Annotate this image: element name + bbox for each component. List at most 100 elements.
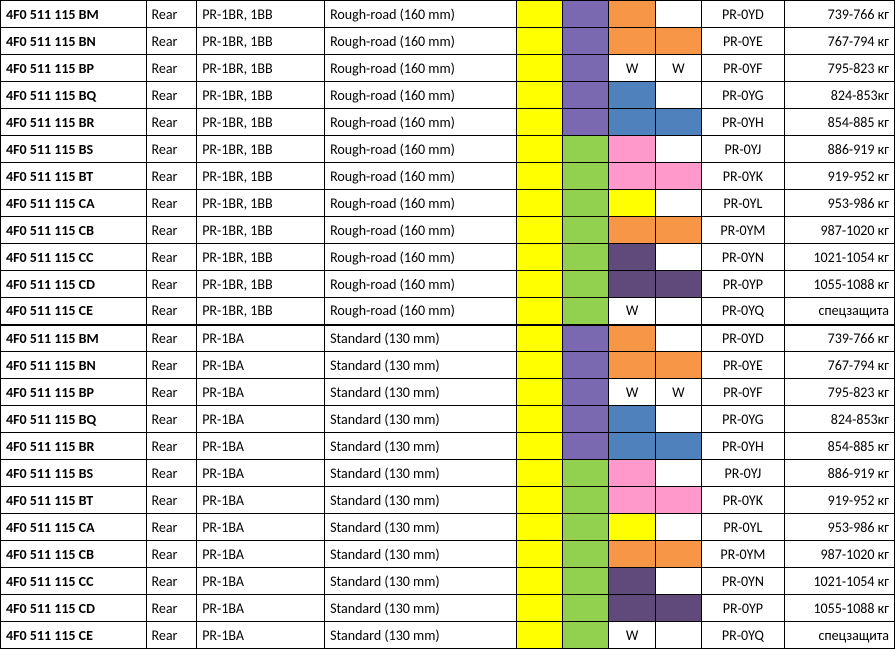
- description: Standard (130 mm): [325, 622, 517, 649]
- variant-code: PR-0YN: [702, 244, 785, 271]
- description: Standard (130 mm): [325, 487, 517, 514]
- table-row: 4F0 511 115 CDRearPR-1BR, 1BBRough-road …: [1, 271, 895, 298]
- weight-range: 1055-1088 кг: [784, 271, 894, 298]
- table-row: 4F0 511 115 BQRearPR-1BAStandard (130 mm…: [1, 406, 895, 433]
- position: Rear: [146, 298, 197, 325]
- color-mark-2: [563, 28, 609, 55]
- color-mark-3: [609, 433, 655, 460]
- color-mark-1: [516, 55, 562, 82]
- weight-range: 919-952 кг: [784, 163, 894, 190]
- position: Rear: [146, 406, 197, 433]
- color-mark-2: [563, 217, 609, 244]
- description: Rough-road (160 mm): [325, 1, 517, 28]
- position: Rear: [146, 109, 197, 136]
- part-number: 4F0 511 115 BM: [1, 1, 147, 28]
- color-mark-4: [655, 163, 701, 190]
- color-mark-4: [655, 595, 701, 622]
- position: Rear: [146, 622, 197, 649]
- table-row: 4F0 511 115 BNRearPR-1BR, 1BBRough-road …: [1, 28, 895, 55]
- variant-code: PR-0YH: [702, 109, 785, 136]
- color-mark-4: [655, 28, 701, 55]
- part-number: 4F0 511 115 CC: [1, 568, 147, 595]
- description: Standard (130 mm): [325, 433, 517, 460]
- part-number: 4F0 511 115 CB: [1, 541, 147, 568]
- color-mark-1: [516, 541, 562, 568]
- table-row: 4F0 511 115 CBRearPR-1BR, 1BBRough-road …: [1, 217, 895, 244]
- table-row: 4F0 511 115 BRRearPR-1BAStandard (130 mm…: [1, 433, 895, 460]
- color-mark-1: [516, 352, 562, 379]
- color-mark-4: [655, 433, 701, 460]
- variant-code: PR-0YN: [702, 568, 785, 595]
- variant-code: PR-0YF: [702, 55, 785, 82]
- color-mark-3: [609, 460, 655, 487]
- color-mark-3: W: [609, 55, 655, 82]
- color-mark-1: [516, 109, 562, 136]
- variant-code: PR-0YL: [702, 190, 785, 217]
- position: Rear: [146, 433, 197, 460]
- color-mark-1: [516, 568, 562, 595]
- color-mark-1: [516, 325, 562, 352]
- part-number: 4F0 511 115 CB: [1, 217, 147, 244]
- color-mark-1: [516, 82, 562, 109]
- table-row: 4F0 511 115 BPRearPR-1BAStandard (130 mm…: [1, 379, 895, 406]
- position: Rear: [146, 325, 197, 352]
- position: Rear: [146, 1, 197, 28]
- color-mark-4: [655, 109, 701, 136]
- position: Rear: [146, 487, 197, 514]
- weight-range: 987-1020 кг: [784, 541, 894, 568]
- position: Rear: [146, 163, 197, 190]
- color-mark-3: [609, 163, 655, 190]
- color-mark-2: [563, 325, 609, 352]
- color-mark-2: [563, 163, 609, 190]
- color-mark-2: [563, 406, 609, 433]
- part-number: 4F0 511 115 BQ: [1, 406, 147, 433]
- color-mark-4: [655, 541, 701, 568]
- color-mark-3: [609, 136, 655, 163]
- color-mark-4: [655, 271, 701, 298]
- color-mark-2: [563, 352, 609, 379]
- position: Rear: [146, 595, 197, 622]
- part-number: 4F0 511 115 CE: [1, 622, 147, 649]
- pr-code: PR-1BR, 1BB: [197, 271, 325, 298]
- part-number: 4F0 511 115 BT: [1, 487, 147, 514]
- description: Standard (130 mm): [325, 379, 517, 406]
- position: Rear: [146, 217, 197, 244]
- part-number: 4F0 511 115 BQ: [1, 82, 147, 109]
- pr-code: PR-1BR, 1BB: [197, 55, 325, 82]
- position: Rear: [146, 244, 197, 271]
- color-mark-4: [655, 298, 701, 325]
- color-mark-3: [609, 541, 655, 568]
- color-mark-3: [609, 190, 655, 217]
- description: Standard (130 mm): [325, 568, 517, 595]
- weight-range: 795-823 кг: [784, 379, 894, 406]
- color-mark-2: [563, 271, 609, 298]
- weight-range: 824-853кг: [784, 82, 894, 109]
- weight-range: спецзащита: [784, 622, 894, 649]
- table-row: 4F0 511 115 BRRearPR-1BR, 1BBRough-road …: [1, 109, 895, 136]
- weight-range: 854-885 кг: [784, 433, 894, 460]
- color-mark-1: [516, 379, 562, 406]
- table-row: 4F0 511 115 BSRearPR-1BAStandard (130 mm…: [1, 460, 895, 487]
- pr-code: PR-1BR, 1BB: [197, 109, 325, 136]
- color-mark-3: [609, 406, 655, 433]
- part-number: 4F0 511 115 BR: [1, 433, 147, 460]
- color-mark-2: [563, 622, 609, 649]
- weight-range: спецзащита: [784, 298, 894, 325]
- description: Standard (130 mm): [325, 406, 517, 433]
- color-mark-2: [563, 1, 609, 28]
- description: Rough-road (160 mm): [325, 163, 517, 190]
- weight-range: 1055-1088 кг: [784, 595, 894, 622]
- pr-code: PR-1BA: [197, 325, 325, 352]
- part-number: 4F0 511 115 BS: [1, 136, 147, 163]
- table-row: 4F0 511 115 CDRearPR-1BAStandard (130 mm…: [1, 595, 895, 622]
- part-number: 4F0 511 115 BP: [1, 55, 147, 82]
- part-number: 4F0 511 115 CA: [1, 190, 147, 217]
- description: Rough-road (160 mm): [325, 298, 517, 325]
- pr-code: PR-1BA: [197, 514, 325, 541]
- table-row: 4F0 511 115 CCRearPR-1BR, 1BBRough-road …: [1, 244, 895, 271]
- variant-code: PR-0YP: [702, 595, 785, 622]
- weight-range: 919-952 кг: [784, 487, 894, 514]
- description: Rough-road (160 mm): [325, 136, 517, 163]
- variant-code: PR-0YQ: [702, 298, 785, 325]
- variant-code: PR-0YE: [702, 352, 785, 379]
